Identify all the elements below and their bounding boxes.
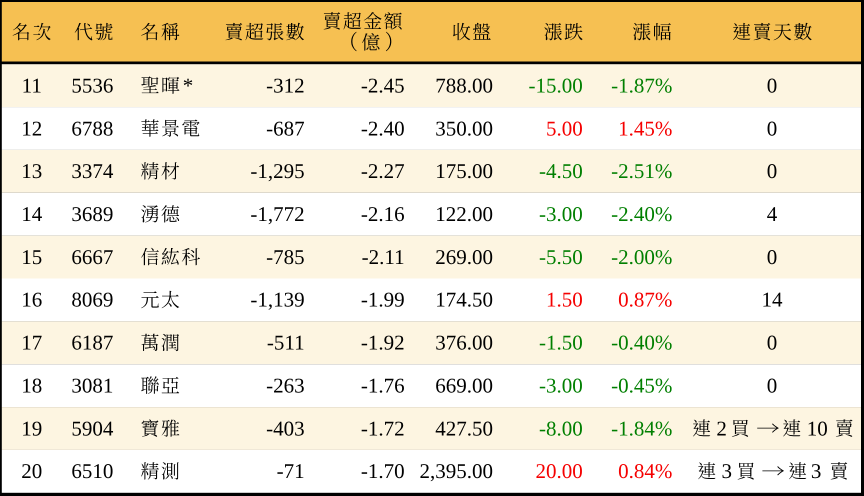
svg-text:0: 0 <box>767 331 778 355</box>
svg-text:-3.00: -3.00 <box>539 373 583 397</box>
svg-text:-2.45: -2.45 <box>361 73 405 97</box>
svg-text:17: 17 <box>21 331 42 355</box>
svg-text:6788: 6788 <box>71 116 113 140</box>
svg-text:350.00: 350.00 <box>435 116 493 140</box>
svg-text:6187: 6187 <box>71 331 113 355</box>
svg-text:*: * <box>183 73 194 97</box>
svg-text:-312: -312 <box>266 73 305 97</box>
svg-text:8069: 8069 <box>71 288 113 312</box>
svg-text:-0.45%: -0.45% <box>611 373 672 397</box>
svg-text:6510: 6510 <box>71 459 113 483</box>
svg-text:12: 12 <box>21 116 42 140</box>
svg-text:-2.11: -2.11 <box>362 245 405 269</box>
svg-text:174.50: 174.50 <box>435 288 493 312</box>
svg-text:-0.40%: -0.40% <box>611 331 672 355</box>
svg-text:20: 20 <box>21 459 42 483</box>
svg-text:15: 15 <box>21 245 42 269</box>
svg-text:5.00: 5.00 <box>546 116 583 140</box>
svg-text:-263: -263 <box>266 373 305 397</box>
svg-text:-1.72: -1.72 <box>361 416 405 440</box>
svg-text:788.00: 788.00 <box>435 73 493 97</box>
svg-text:-1.99: -1.99 <box>361 288 405 312</box>
svg-text:-1.92: -1.92 <box>361 331 405 355</box>
svg-text:2,395.00: 2,395.00 <box>420 459 494 483</box>
svg-text:0: 0 <box>767 373 778 397</box>
svg-text:0: 0 <box>767 159 778 183</box>
svg-text:-4.50: -4.50 <box>539 159 583 183</box>
svg-text:3374: 3374 <box>71 159 114 183</box>
svg-text:0.87%: 0.87% <box>618 288 672 312</box>
svg-text:-1.87%: -1.87% <box>611 73 672 97</box>
svg-text:-5.50: -5.50 <box>539 245 583 269</box>
svg-text:427.50: 427.50 <box>435 416 493 440</box>
svg-text:0: 0 <box>767 73 778 97</box>
svg-text:0: 0 <box>767 116 778 140</box>
svg-text:11: 11 <box>22 73 42 97</box>
svg-text:0: 0 <box>767 245 778 269</box>
svg-text:20.00: 20.00 <box>536 459 583 483</box>
svg-text:14: 14 <box>762 288 784 312</box>
svg-text:-687: -687 <box>266 116 305 140</box>
svg-text:1.45%: 1.45% <box>618 116 672 140</box>
svg-text:14: 14 <box>21 202 43 226</box>
svg-text:3: 3 <box>811 459 822 483</box>
svg-text:3: 3 <box>722 459 733 483</box>
svg-text:18: 18 <box>21 373 42 397</box>
svg-text:-1.70: -1.70 <box>361 459 405 483</box>
svg-text:-8.00: -8.00 <box>539 416 583 440</box>
svg-text:-785: -785 <box>266 245 305 269</box>
svg-text:-1,295: -1,295 <box>250 159 304 183</box>
svg-text:-2.16: -2.16 <box>361 202 405 226</box>
svg-text:-2.27: -2.27 <box>361 159 405 183</box>
svg-text:5904: 5904 <box>71 416 114 440</box>
svg-text:-1.50: -1.50 <box>539 331 583 355</box>
svg-text:2: 2 <box>716 416 727 440</box>
svg-text:-71: -71 <box>277 459 305 483</box>
svg-text:0.84%: 0.84% <box>618 459 672 483</box>
svg-text:10: 10 <box>807 416 828 440</box>
svg-text:3081: 3081 <box>71 373 113 397</box>
svg-text:-403: -403 <box>266 416 305 440</box>
svg-text:6667: 6667 <box>71 245 113 269</box>
svg-text:-15.00: -15.00 <box>529 73 583 97</box>
svg-text:669.00: 669.00 <box>435 373 493 397</box>
svg-text:376.00: 376.00 <box>435 331 493 355</box>
svg-text:19: 19 <box>21 416 42 440</box>
svg-text:-1.84%: -1.84% <box>611 416 672 440</box>
svg-text:122.00: 122.00 <box>435 202 493 226</box>
svg-text:-1,772: -1,772 <box>250 202 304 226</box>
svg-text:-2.40: -2.40 <box>361 116 405 140</box>
svg-text:-2.51%: -2.51% <box>611 159 672 183</box>
svg-text:-2.40%: -2.40% <box>611 202 672 226</box>
svg-text:-3.00: -3.00 <box>539 202 583 226</box>
svg-text:16: 16 <box>21 288 42 312</box>
svg-text:3689: 3689 <box>71 202 113 226</box>
svg-text:1.50: 1.50 <box>546 288 583 312</box>
svg-text:5536: 5536 <box>71 73 113 97</box>
svg-text:175.00: 175.00 <box>435 159 493 183</box>
svg-text:269.00: 269.00 <box>435 245 493 269</box>
svg-text:-511: -511 <box>267 331 305 355</box>
svg-text:13: 13 <box>21 159 42 183</box>
svg-text:4: 4 <box>767 202 778 226</box>
svg-text:-1,139: -1,139 <box>250 288 304 312</box>
svg-text:-1.76: -1.76 <box>361 373 405 397</box>
svg-text:-2.00%: -2.00% <box>611 245 672 269</box>
